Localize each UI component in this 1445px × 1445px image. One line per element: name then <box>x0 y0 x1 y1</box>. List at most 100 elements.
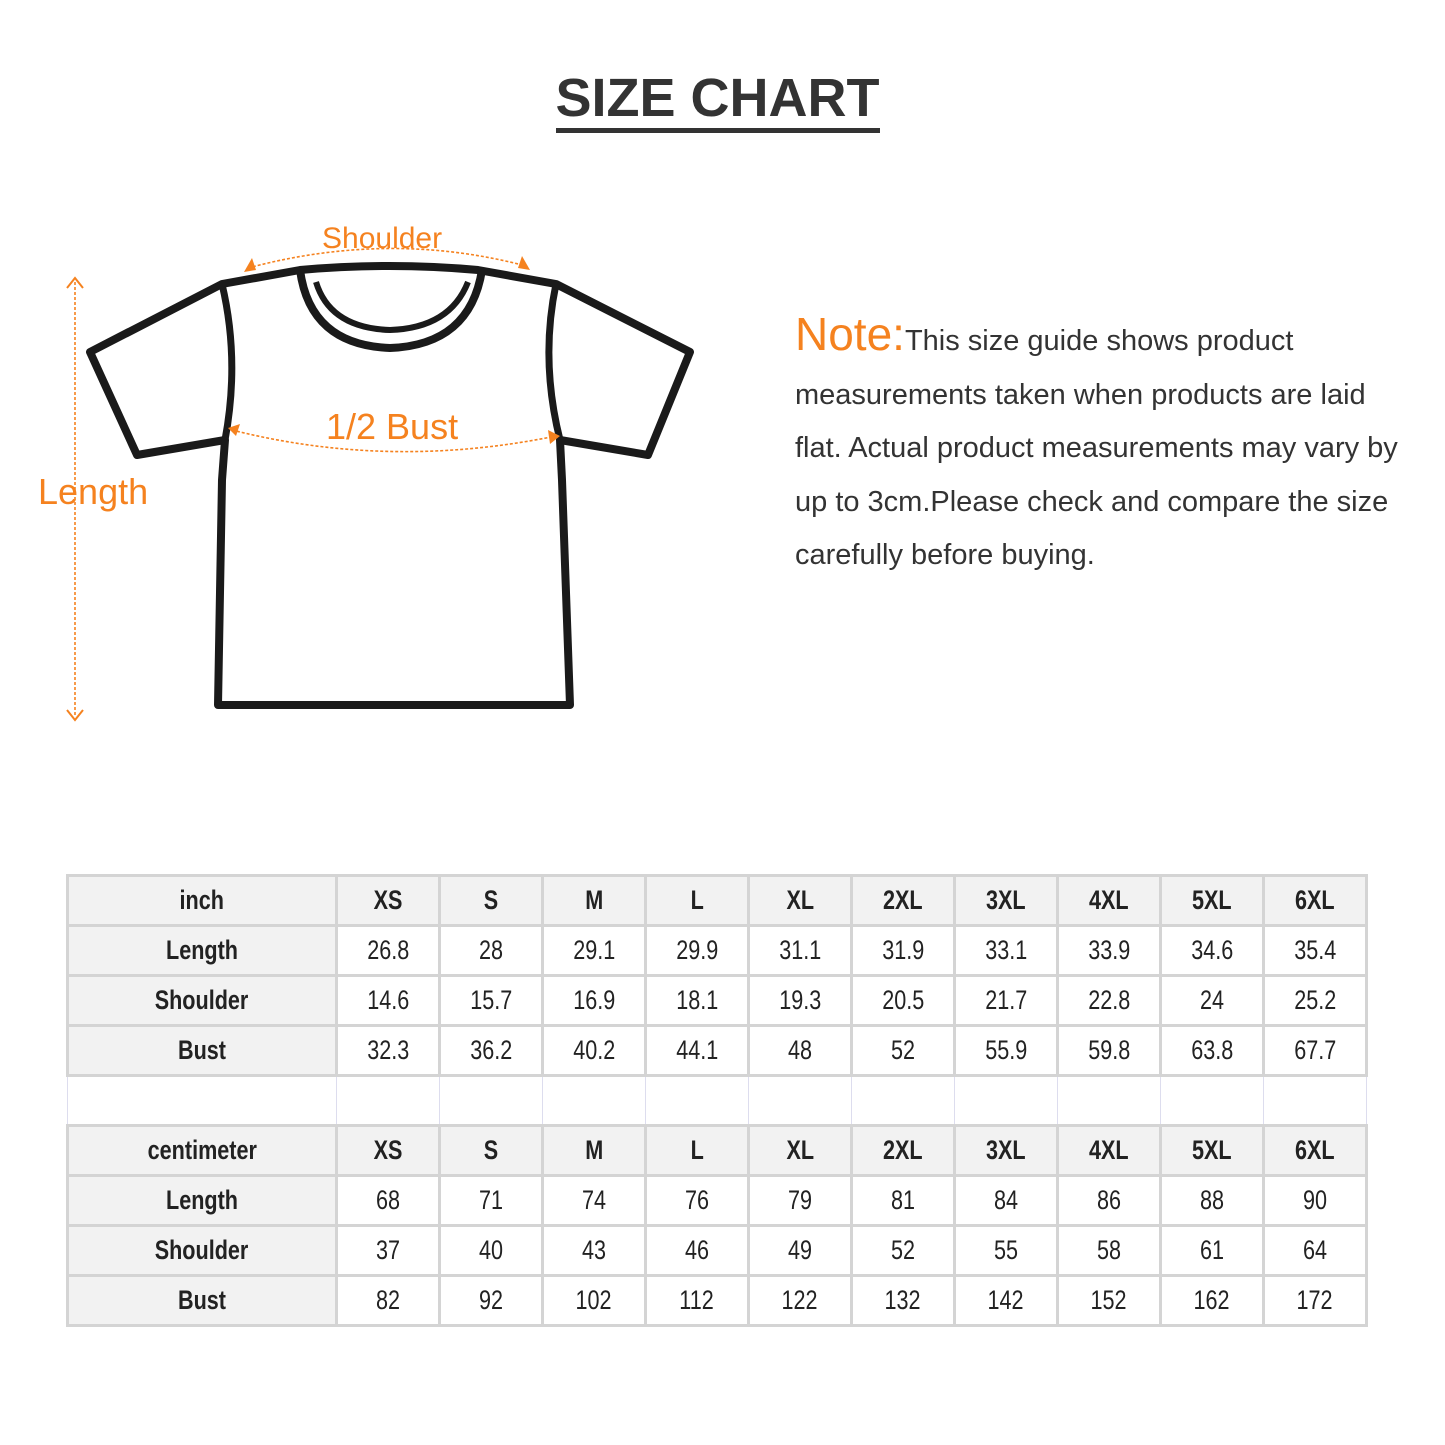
size-header-text: 2XL <box>883 885 923 915</box>
size-header: XS <box>335 1124 441 1177</box>
value-cell: 15.7 <box>438 974 544 1027</box>
value-cell-text: 33.1 <box>984 935 1028 965</box>
size-header: 4XL <box>1056 1124 1162 1177</box>
value-cell-text: 59.8 <box>1087 1035 1131 1065</box>
value-cell: 52 <box>850 1024 956 1077</box>
value-cell: 55.9 <box>953 1024 1059 1077</box>
value-cell: 31.9 <box>850 924 956 977</box>
value-cell: 122 <box>747 1274 853 1327</box>
value-cell: 79 <box>747 1174 853 1227</box>
value-cell-text: 26.8 <box>366 935 410 965</box>
size-header-text: 4XL <box>1089 1135 1129 1165</box>
value-cell: 52 <box>850 1224 956 1277</box>
value-cell-text: 79 <box>787 1185 813 1215</box>
size-header: 5XL <box>1159 1124 1265 1177</box>
size-header: 3XL <box>953 1124 1059 1177</box>
value-cell: 81 <box>850 1174 956 1227</box>
value-cell-text: 132 <box>884 1285 922 1315</box>
arrowhead-icons <box>228 256 560 444</box>
value-cell: 40.2 <box>541 1024 647 1077</box>
value-cell-text: 25.2 <box>1293 985 1337 1015</box>
value-cell-text: 19.3 <box>778 985 822 1015</box>
value-cell: 29.9 <box>644 924 750 977</box>
size-header: 3XL <box>953 874 1059 927</box>
note-text: This size guide shows product measuremen… <box>795 325 1398 571</box>
value-cell: 34.6 <box>1159 924 1265 977</box>
table-row: Length 26.8 28 29.1 29.9 31.1 31.9 33.1 33.9 34.6… <box>66 924 1368 977</box>
row-label-text: Bust <box>178 1285 226 1315</box>
value-cell-text: 86 <box>1096 1185 1122 1215</box>
value-cell-text: 152 <box>1090 1285 1128 1315</box>
value-cell-text: 16.9 <box>572 985 616 1015</box>
value-cell: 71 <box>438 1174 544 1227</box>
size-header: L <box>644 874 750 927</box>
value-cell: 59.8 <box>1056 1024 1162 1077</box>
row-label-text: Length <box>165 935 238 965</box>
size-header: 4XL <box>1056 874 1162 927</box>
shoulder-label: Shoulder <box>322 222 443 255</box>
empty-cell <box>1160 1074 1264 1127</box>
length-label: Length <box>38 471 149 512</box>
size-header-text: L <box>690 1135 704 1165</box>
empty-cell <box>439 1074 543 1127</box>
value-cell-text: 63.8 <box>1190 1035 1234 1065</box>
table-row: Bust 32.3 36.2 40.2 44.1 48 52 55.9 59.8 63.8 67.7 <box>66 1024 1368 1077</box>
table-row: Shoulder 37 40 43 46 49 52 55 58 61 64 <box>66 1224 1368 1277</box>
bust-measure-line <box>231 429 557 453</box>
value-cell-text: 28 <box>478 935 504 965</box>
value-cell: 36.2 <box>438 1024 544 1077</box>
value-cell-text: 55 <box>993 1235 1019 1265</box>
value-cell: 63.8 <box>1159 1024 1265 1077</box>
size-header: S <box>438 1124 544 1177</box>
row-label: Length <box>66 924 338 977</box>
empty-cell <box>645 1074 749 1127</box>
size-header: 2XL <box>850 874 956 927</box>
size-header: M <box>541 1124 647 1177</box>
value-cell: 102 <box>541 1274 647 1327</box>
size-header: 6XL <box>1262 1124 1368 1177</box>
row-label-text: Shoulder <box>155 985 249 1015</box>
value-cell: 21.7 <box>953 974 1059 1027</box>
value-cell-text: 34.6 <box>1190 935 1234 965</box>
value-cell: 49 <box>747 1224 853 1277</box>
size-header-text: 4XL <box>1089 885 1129 915</box>
size-header-text: 6XL <box>1295 1135 1335 1165</box>
value-cell-text: 40.2 <box>572 1035 616 1065</box>
length-arrow-icons <box>66 276 84 722</box>
value-cell: 16.9 <box>541 974 647 1027</box>
value-cell-text: 44.1 <box>675 1035 719 1065</box>
value-cell: 14.6 <box>335 974 441 1027</box>
value-cell: 19.3 <box>747 974 853 1027</box>
note-heading: Note: <box>795 308 905 360</box>
value-cell-text: 31.1 <box>778 935 822 965</box>
value-cell-text: 49 <box>787 1235 813 1265</box>
size-header: 2XL <box>850 1124 956 1177</box>
value-cell: 64 <box>1262 1224 1368 1277</box>
size-header: M <box>541 874 647 927</box>
empty-cell <box>542 1074 646 1127</box>
unit-header-text: centimeter <box>147 1135 257 1165</box>
value-cell-text: 21.7 <box>984 985 1028 1015</box>
value-cell-text: 43 <box>581 1235 607 1265</box>
empty-cell <box>954 1074 1058 1127</box>
row-label: Bust <box>66 1274 338 1327</box>
value-cell: 33.9 <box>1056 924 1162 977</box>
header-row: centimeter XS S M L XL 2XL 3XL 4XL 5XL 6XL <box>66 1124 1368 1177</box>
value-cell: 40 <box>438 1224 544 1277</box>
value-cell-text: 22.8 <box>1087 985 1131 1015</box>
value-cell-text: 64 <box>1302 1235 1328 1265</box>
value-cell: 58 <box>1056 1224 1162 1277</box>
value-cell-text: 40 <box>478 1235 504 1265</box>
unit-header: centimeter <box>66 1124 338 1177</box>
value-cell: 61 <box>1159 1224 1265 1277</box>
size-header-text: 3XL <box>986 885 1026 915</box>
value-cell-text: 122 <box>781 1285 819 1315</box>
tshirt-diagram <box>66 247 694 722</box>
empty-cell <box>748 1074 852 1127</box>
value-cell-text: 172 <box>1296 1285 1334 1315</box>
value-cell-text: 61 <box>1199 1235 1225 1265</box>
value-cell-text: 84 <box>993 1185 1019 1215</box>
value-cell-text: 14.6 <box>366 985 410 1015</box>
tshirt-outline-icon <box>86 262 694 709</box>
unit-header: inch <box>66 874 338 927</box>
